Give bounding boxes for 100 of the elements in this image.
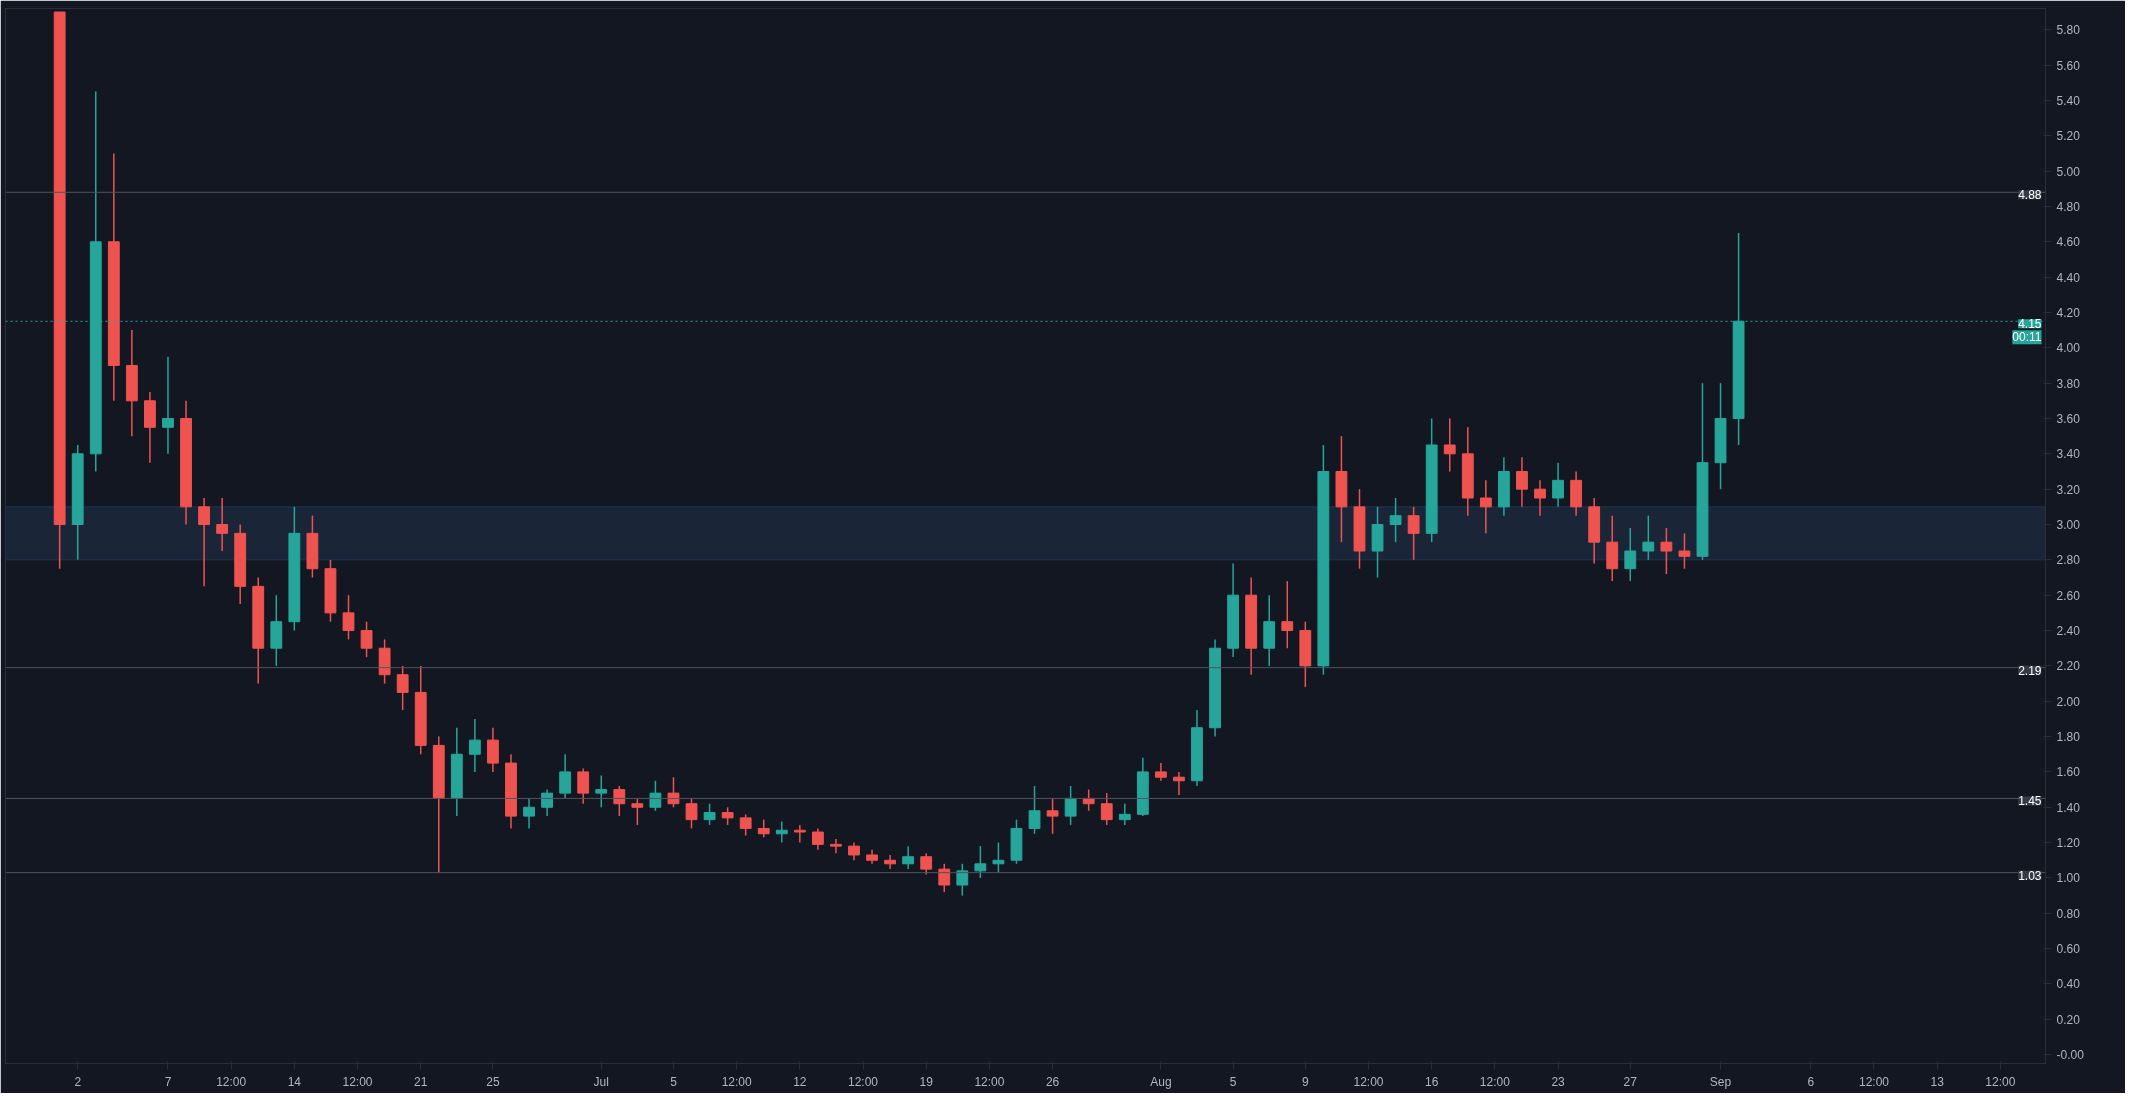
candlestick xyxy=(884,854,897,870)
x-tick-label: 2 xyxy=(74,1074,82,1089)
candlestick xyxy=(1479,479,1492,535)
candlestick xyxy=(1642,514,1655,561)
x-tick-label: 12:00 xyxy=(1353,1074,1384,1089)
y-tick-label: 4.20 xyxy=(2056,305,2081,320)
y-tick-label: 3.20 xyxy=(2056,482,2081,497)
candlestick xyxy=(342,594,355,641)
candlestick xyxy=(1064,785,1077,826)
candlestick xyxy=(1516,456,1528,508)
x-tick-label: Aug xyxy=(1150,1074,1172,1089)
y-tick-label: 0.80 xyxy=(2056,906,2081,921)
y-tick-label: 1.20 xyxy=(2056,836,2081,851)
x-tick-label: 12:00 xyxy=(721,1074,752,1089)
x-tick-label: 12:00 xyxy=(1858,1074,1890,1089)
y-tick-label: 5.80 xyxy=(2056,23,2081,38)
candlestick xyxy=(1624,527,1637,582)
candlestick xyxy=(577,767,590,805)
x-tick-label: 7 xyxy=(164,1074,172,1089)
candlestick xyxy=(1678,532,1691,570)
x-tick-label: 12:00 xyxy=(1479,1074,1511,1089)
candlestick xyxy=(1028,785,1041,835)
candlestick xyxy=(1118,802,1131,826)
candlestick xyxy=(793,824,806,844)
y-tick-label: 3.40 xyxy=(2056,447,2081,462)
candlestick xyxy=(613,785,626,817)
candlestick xyxy=(162,355,174,455)
candlestick xyxy=(956,863,969,897)
candlestick xyxy=(523,797,535,830)
x-tick-label: 19 xyxy=(919,1074,934,1089)
x-tick-label: Jul xyxy=(593,1074,609,1089)
y-tick-label: 4.40 xyxy=(2056,270,2081,285)
y-tick-label: 2.80 xyxy=(2056,553,2081,568)
y-tick-label: 5.00 xyxy=(2056,164,2081,179)
x-tick-label: 26 xyxy=(1045,1074,1060,1089)
candlestick xyxy=(1046,797,1059,835)
y-tick-label: 1.60 xyxy=(2056,765,2081,780)
annotation: 00:11 xyxy=(2012,330,2042,345)
x-tick-label: 12:00 xyxy=(342,1074,373,1089)
y-tick-label: 5.40 xyxy=(2056,93,2081,108)
candlestick xyxy=(541,788,554,817)
candlestick xyxy=(920,852,933,876)
candlestick xyxy=(667,776,680,809)
candlestick xyxy=(992,841,1005,874)
candlestick xyxy=(1173,771,1185,796)
y-tick-label: 4.60 xyxy=(2056,235,2081,250)
y-tick-label: 5.60 xyxy=(2056,58,2081,73)
candlestick xyxy=(685,797,698,830)
x-tick-label: 12:00 xyxy=(1985,1074,2016,1089)
y-tick-label: 1.80 xyxy=(2056,730,2081,745)
candlestick xyxy=(1552,461,1564,508)
x-tick-label: 12 xyxy=(793,1074,807,1089)
x-tick-label: 12:00 xyxy=(216,1074,247,1089)
candlestick xyxy=(595,774,608,809)
y-tick-label: 0.20 xyxy=(2056,1012,2081,1027)
y-tick-label: 0.60 xyxy=(2056,942,2081,957)
candlestick xyxy=(974,845,987,879)
y-tick-label: 2.20 xyxy=(2056,659,2081,674)
y-tick-label: 0.40 xyxy=(2056,977,2081,992)
candlestick xyxy=(902,845,915,870)
candlestick xyxy=(739,813,752,837)
ref-line-label: 4.88 xyxy=(2018,188,2042,203)
x-tick-label: 5 xyxy=(670,1074,678,1089)
x-tick-label: 5 xyxy=(1229,1074,1237,1089)
candlestick xyxy=(1660,527,1673,575)
candlestick xyxy=(703,802,716,826)
y-tick-label: -0.00 xyxy=(2056,1048,2085,1063)
x-tick-label: Sep xyxy=(1709,1074,1732,1089)
candlestick xyxy=(487,726,499,773)
candlestick xyxy=(775,820,788,844)
y-tick-label: 2.00 xyxy=(2056,694,2081,709)
candlestick xyxy=(1534,479,1546,517)
x-tick-label: 14 xyxy=(287,1074,302,1089)
y-tick-label: 3.60 xyxy=(2056,411,2081,426)
candlestick xyxy=(198,497,210,588)
candlestick xyxy=(1443,417,1456,473)
x-tick-label: 23 xyxy=(1551,1074,1566,1089)
candlestick xyxy=(360,620,373,658)
ref-line-label: 4.15 xyxy=(2018,317,2042,332)
x-tick-label: 12:00 xyxy=(974,1074,1005,1089)
candlestick xyxy=(1407,506,1420,561)
y-tick-label: 1.40 xyxy=(2056,800,2081,815)
ref-line-label: 1.03 xyxy=(2018,868,2042,883)
ref-line-label: 1.45 xyxy=(2018,794,2042,809)
x-tick-label: 25 xyxy=(486,1074,500,1089)
candlestick xyxy=(396,665,409,711)
x-tick-label: 21 xyxy=(414,1074,428,1089)
y-tick-label: 3.80 xyxy=(2056,376,2081,391)
candlestick xyxy=(1281,580,1294,649)
candlestick xyxy=(1100,792,1113,826)
x-tick-label: 9 xyxy=(1301,1074,1309,1089)
candlestick xyxy=(631,797,644,826)
y-tick-label: 3.00 xyxy=(2056,518,2081,533)
y-tick-label: 4.80 xyxy=(2056,199,2081,214)
candlestick xyxy=(811,827,824,851)
y-tick-label: 1.00 xyxy=(2056,871,2081,886)
x-tick-label: 16 xyxy=(1425,1074,1439,1089)
y-tick-label: 5.20 xyxy=(2056,129,2081,144)
y-tick-label: 2.40 xyxy=(2056,624,2081,639)
y-tick-label: 2.60 xyxy=(2056,588,2081,603)
